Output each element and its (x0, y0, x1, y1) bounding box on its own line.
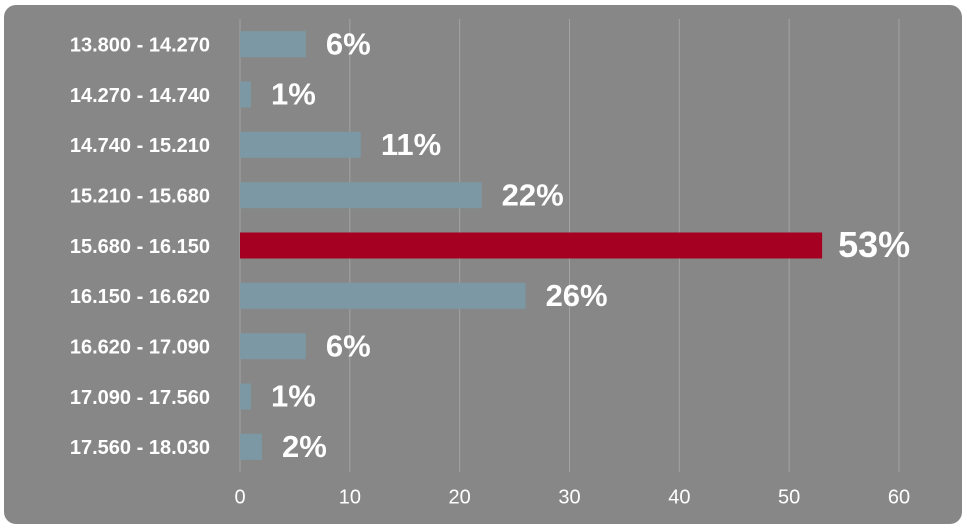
x-tick-label: 20 (449, 486, 471, 508)
y-tick-label: 16.620 - 17.090 (70, 336, 210, 358)
x-tick-label: 30 (558, 486, 580, 508)
bar (240, 383, 251, 410)
y-tick-label: 14.740 - 15.210 (70, 135, 210, 157)
bar (240, 282, 526, 309)
value-label: 2% (282, 429, 327, 464)
bar (240, 182, 482, 209)
bar (240, 433, 262, 460)
x-tick-label: 60 (888, 486, 910, 508)
value-label: 6% (326, 26, 371, 61)
x-tick-label: 10 (339, 486, 361, 508)
y-tick-label: 17.560 - 18.030 (70, 437, 210, 459)
bar (240, 31, 306, 58)
value-label: 6% (326, 328, 371, 363)
y-tick-label: 16.150 - 16.620 (70, 286, 210, 308)
value-label: 11% (381, 127, 441, 162)
value-label: 1% (271, 77, 316, 112)
bar (240, 333, 306, 360)
y-tick-label: 13.800 - 14.270 (70, 34, 210, 56)
value-label: 26% (546, 278, 608, 313)
bar (240, 81, 251, 108)
bar (240, 131, 361, 158)
x-tick-label: 0 (234, 486, 245, 508)
value-label: 22% (502, 177, 564, 212)
y-tick-label: 15.210 - 15.680 (70, 185, 210, 207)
y-tick-label: 14.270 - 14.740 (70, 85, 210, 107)
x-tick-label: 50 (778, 486, 800, 508)
value-label: 1% (271, 379, 316, 414)
x-tick-label: 40 (668, 486, 690, 508)
value-label: 53% (838, 224, 910, 265)
bar (240, 232, 823, 259)
y-tick-label: 15.680 - 16.150 (70, 236, 210, 258)
y-tick-label: 17.090 - 17.560 (70, 387, 210, 409)
